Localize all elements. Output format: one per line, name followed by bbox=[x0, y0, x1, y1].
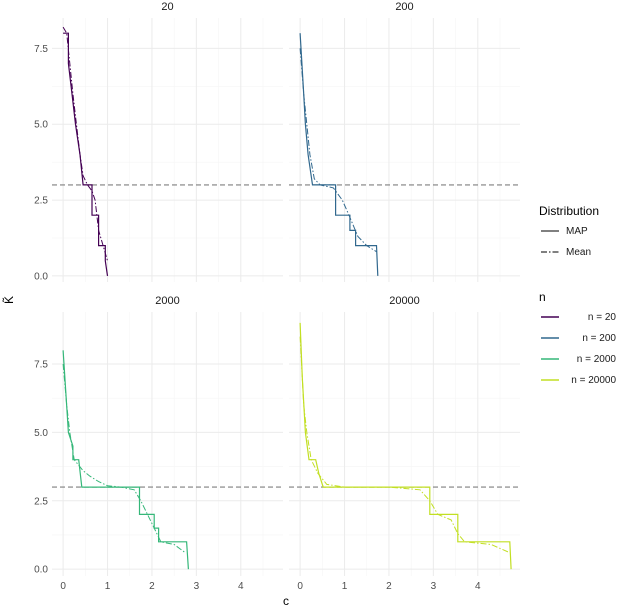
series-line-map-200 bbox=[299, 33, 379, 276]
facet-panel-20: 20 0.0 2.5 5.0 7.5 bbox=[34, 1, 283, 282]
y-tick-label: 0.0 bbox=[34, 271, 48, 282]
facet-strip-label: 2000 bbox=[155, 295, 179, 307]
y-tick-label: 0.0 bbox=[34, 565, 48, 576]
legend-label: MAP bbox=[566, 226, 588, 237]
x-tick-label: 4 bbox=[238, 581, 244, 592]
y-tick-label: 5.0 bbox=[34, 120, 48, 131]
legend-label: n = 2000 bbox=[577, 354, 617, 365]
x-tick-label: 2 bbox=[149, 581, 155, 592]
x-tick-label: 2 bbox=[386, 581, 392, 592]
series-line-map-20 bbox=[63, 32, 109, 276]
facet-strip-label: 20000 bbox=[389, 295, 420, 307]
x-tick-label: 0 bbox=[297, 581, 303, 592]
y-tick-label: 7.5 bbox=[34, 44, 48, 55]
facet-strip-label: 20 bbox=[161, 1, 173, 13]
legend-title-n: n bbox=[539, 290, 546, 304]
series-line-map-20000 bbox=[299, 322, 512, 570]
y-tick-label: 2.5 bbox=[34, 496, 48, 507]
legend-label: n = 20000 bbox=[571, 375, 616, 386]
legend-label: Mean bbox=[566, 247, 591, 258]
facet-panel-2000: 2000 0.0 2.5 5.0 7.5 0 1 2 3 4 bbox=[34, 295, 283, 592]
x-tick-label: 3 bbox=[194, 581, 200, 592]
facet-strip-label: 200 bbox=[395, 1, 413, 13]
y-axis-title: K̃ bbox=[1, 296, 16, 304]
x-axis-title: c bbox=[283, 594, 289, 608]
series-line-mean-20 bbox=[62, 26, 108, 261]
facet-panel-20000: 20000 0 1 2 3 4 bbox=[289, 295, 520, 592]
legend-label: n = 200 bbox=[582, 333, 616, 344]
x-tick-label: 4 bbox=[475, 581, 481, 592]
x-tick-label: 0 bbox=[60, 581, 66, 592]
legend-label: n = 20 bbox=[588, 312, 617, 323]
series-line-mean-200 bbox=[299, 48, 377, 253]
x-tick-label: 3 bbox=[431, 581, 437, 592]
x-tick-label: 1 bbox=[105, 581, 111, 592]
facet-panel-200: 200 bbox=[289, 1, 520, 282]
series-line-mean-20000 bbox=[299, 336, 511, 554]
series-line-map-2000 bbox=[62, 350, 189, 570]
y-tick-label: 7.5 bbox=[34, 359, 48, 370]
series-line-mean-2000 bbox=[62, 363, 186, 554]
y-tick-label: 2.5 bbox=[34, 196, 48, 207]
legend-title-distribution: Distribution bbox=[539, 204, 599, 218]
x-tick-label: 1 bbox=[342, 581, 348, 592]
y-tick-label: 5.0 bbox=[34, 428, 48, 439]
legend: Distribution MAP Mean n n = 20 n = 200 n = 200… bbox=[539, 204, 616, 386]
